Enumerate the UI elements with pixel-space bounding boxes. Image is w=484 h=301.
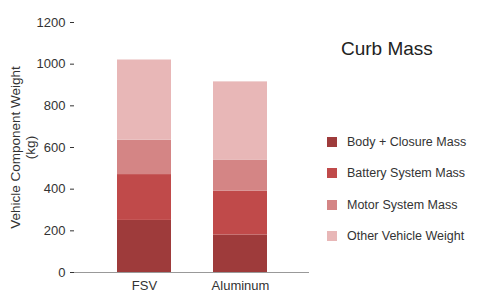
html-text:Motor System Mass: Motor System Mass [347, 197, 458, 212]
svg-text:1000: 1000 [37, 56, 66, 71]
html-text:Body + Closure Mass: Body + Closure Mass [347, 134, 467, 149]
svg-text:Vehicle Component Weight(kg): Vehicle Component Weight(kg) [8, 66, 39, 229]
html-text:Curb Mass: Curb Mass [341, 38, 433, 59]
svg-text:600: 600 [44, 140, 66, 155]
svg-text:800: 800 [44, 98, 66, 113]
svg-text:1200: 1200 [37, 15, 66, 30]
svg-text:200: 200 [44, 223, 66, 238]
svg-text:400: 400 [44, 181, 66, 196]
html-text:Other Vehicle Weight: Other Vehicle Weight [347, 229, 465, 244]
svg-text:Aluminum: Aluminum [212, 278, 270, 293]
svg-text:0: 0 [58, 265, 65, 280]
svg-text:FSV: FSV [132, 278, 158, 293]
html-text:Battery System Mass: Battery System Mass [347, 166, 466, 181]
